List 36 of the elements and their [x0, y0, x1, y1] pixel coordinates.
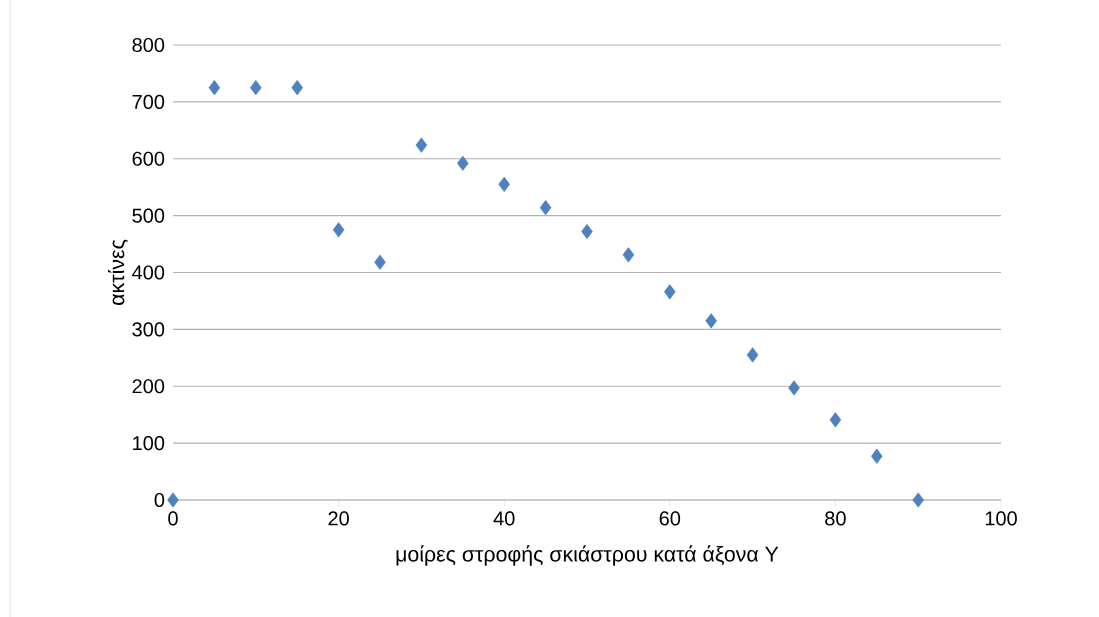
point — [291, 80, 303, 96]
point — [871, 448, 883, 464]
y-tick-label: 800 — [132, 37, 165, 53]
point — [622, 247, 635, 263]
point — [664, 284, 676, 300]
x-tick-label: 20 — [328, 511, 349, 526]
x-tick-label: 80 — [825, 511, 846, 526]
point — [746, 347, 759, 363]
point — [788, 380, 800, 396]
y-axis-title: ακτίνες — [108, 239, 128, 305]
point — [539, 200, 552, 216]
y-tick-label: 600 — [132, 151, 165, 166]
point — [332, 222, 345, 238]
point — [208, 80, 221, 96]
y-tick-label: 0 — [154, 492, 165, 508]
point — [829, 412, 842, 428]
point — [415, 137, 428, 153]
point — [912, 492, 924, 508]
x-tick-label: 100 — [985, 511, 1017, 526]
y-tick-label: 200 — [132, 379, 165, 394]
point — [250, 80, 262, 96]
point — [374, 254, 386, 270]
y-tick-label: 300 — [132, 322, 165, 337]
y-tick-label: 100 — [133, 436, 165, 451]
x-axis-title: μοίρες στροφής σκιάστρου κατά άξονα Υ — [396, 545, 779, 566]
y-tick-label: 500 — [132, 208, 165, 223]
point — [705, 313, 717, 329]
x-tick-label: 0 — [168, 511, 178, 526]
y-tick-label: 700 — [132, 94, 165, 109]
point — [581, 223, 593, 240]
x-tick-label: 60 — [659, 511, 681, 526]
point — [498, 176, 510, 192]
point — [457, 155, 469, 171]
point — [167, 492, 179, 508]
x-tick-label: 40 — [493, 511, 515, 526]
y-tick-label: 400 — [132, 265, 165, 280]
